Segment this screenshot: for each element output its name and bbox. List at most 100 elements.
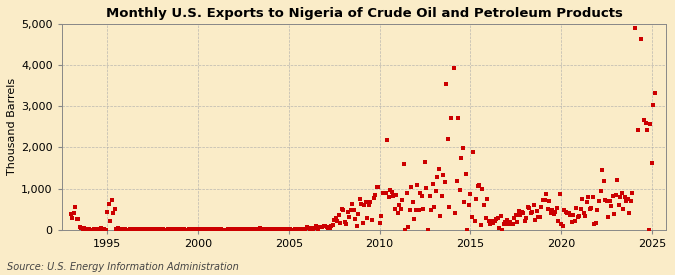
Point: [73, 217, 84, 221]
Point: [168, 227, 179, 232]
Point: [521, 216, 532, 221]
Point: [302, 225, 313, 229]
Point: [271, 227, 282, 232]
Point: [439, 180, 450, 185]
Point: [320, 224, 331, 229]
Point: [162, 227, 173, 232]
Point: [630, 26, 641, 31]
Point: [234, 227, 244, 232]
Point: [512, 220, 522, 224]
Point: [140, 228, 151, 232]
Point: [227, 227, 238, 232]
Point: [400, 228, 410, 232]
Point: [485, 222, 495, 226]
Point: [285, 226, 296, 231]
Point: [190, 227, 200, 231]
Point: [329, 218, 340, 222]
Point: [522, 204, 533, 209]
Point: [259, 227, 270, 231]
Point: [277, 227, 288, 232]
Point: [138, 227, 149, 232]
Point: [229, 227, 240, 232]
Point: [326, 224, 337, 228]
Point: [466, 215, 477, 219]
Point: [178, 228, 188, 232]
Point: [155, 227, 165, 231]
Point: [70, 205, 81, 209]
Point: [254, 226, 265, 231]
Point: [427, 182, 438, 187]
Point: [625, 198, 636, 203]
Point: [614, 202, 624, 207]
Point: [537, 198, 548, 202]
Point: [221, 227, 232, 232]
Point: [141, 227, 152, 232]
Point: [610, 193, 621, 197]
Point: [616, 191, 627, 195]
Point: [128, 227, 138, 231]
Point: [647, 160, 657, 165]
Point: [385, 188, 396, 192]
Point: [459, 199, 470, 204]
Point: [206, 227, 217, 232]
Point: [186, 227, 197, 232]
Point: [109, 207, 120, 211]
Point: [450, 211, 460, 215]
Point: [565, 213, 576, 218]
Point: [308, 227, 319, 231]
Point: [365, 200, 376, 204]
Point: [130, 227, 141, 232]
Point: [317, 225, 327, 229]
Point: [489, 219, 500, 223]
Point: [559, 207, 570, 212]
Point: [280, 227, 291, 232]
Point: [418, 207, 429, 211]
Point: [435, 214, 446, 218]
Point: [122, 228, 132, 232]
Point: [458, 145, 468, 150]
Point: [639, 118, 650, 122]
Point: [549, 210, 560, 214]
Point: [642, 128, 653, 133]
Point: [244, 227, 255, 231]
Point: [429, 204, 439, 209]
Point: [615, 195, 626, 199]
Point: [423, 228, 433, 232]
Point: [134, 227, 144, 232]
Point: [318, 223, 329, 228]
Point: [483, 218, 494, 223]
Point: [132, 227, 143, 232]
Point: [78, 227, 88, 231]
Point: [500, 219, 510, 224]
Point: [142, 227, 153, 232]
Point: [545, 210, 556, 215]
Point: [462, 228, 472, 232]
Point: [468, 149, 479, 154]
Point: [242, 227, 253, 232]
Point: [420, 160, 431, 165]
Point: [433, 167, 444, 171]
Point: [236, 227, 247, 231]
Point: [648, 103, 659, 107]
Point: [212, 227, 223, 232]
Point: [264, 227, 275, 231]
Point: [482, 197, 493, 201]
Point: [526, 211, 537, 216]
Point: [373, 185, 383, 190]
Point: [531, 209, 542, 213]
Point: [336, 207, 347, 211]
Point: [332, 219, 343, 224]
Point: [564, 211, 574, 215]
Point: [566, 220, 577, 225]
Point: [627, 191, 638, 195]
Point: [367, 218, 377, 222]
Point: [548, 212, 559, 217]
Point: [286, 227, 297, 232]
Point: [101, 227, 111, 232]
Point: [97, 227, 108, 231]
Point: [502, 218, 512, 222]
Point: [211, 227, 221, 232]
Point: [218, 227, 229, 232]
Point: [291, 227, 302, 231]
Point: [333, 213, 344, 217]
